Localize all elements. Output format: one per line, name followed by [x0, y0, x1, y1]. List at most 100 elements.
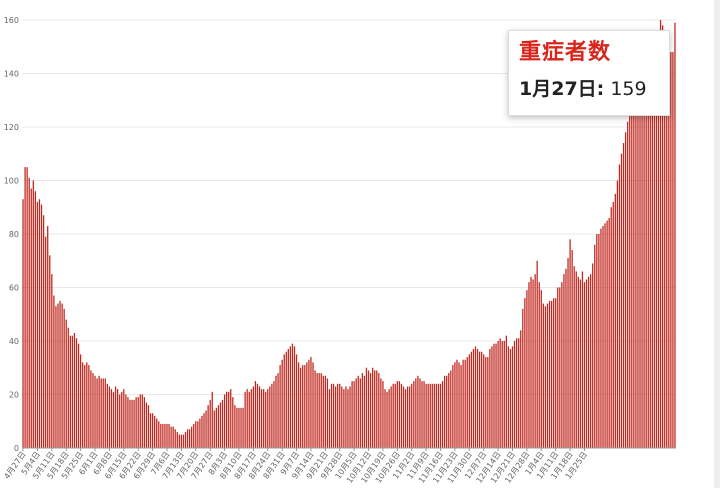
bar[interactable] [485, 357, 487, 448]
bar[interactable] [334, 386, 337, 448]
bar[interactable] [209, 399, 211, 448]
bar[interactable] [657, 36, 660, 449]
bar[interactable] [557, 287, 559, 449]
bar[interactable] [63, 308, 65, 448]
bar[interactable] [258, 386, 261, 448]
bar[interactable] [649, 57, 651, 448]
bar[interactable] [141, 394, 143, 449]
bar[interactable] [191, 426, 193, 448]
bar[interactable] [106, 383, 108, 448]
bar[interactable] [59, 300, 61, 449]
bar[interactable] [176, 431, 178, 448]
bar[interactable] [127, 397, 129, 448]
bar[interactable] [390, 386, 392, 448]
bar[interactable] [472, 349, 475, 448]
bar[interactable] [409, 386, 411, 448]
bar[interactable] [495, 343, 497, 448]
bar[interactable] [509, 349, 512, 448]
bar[interactable] [158, 421, 160, 448]
bar[interactable] [332, 383, 335, 448]
bar[interactable] [79, 354, 82, 449]
bar[interactable] [174, 429, 176, 448]
bar[interactable] [369, 373, 372, 448]
bar[interactable] [324, 375, 326, 448]
bar[interactable] [223, 394, 226, 449]
bar[interactable] [207, 405, 209, 448]
bar[interactable] [57, 303, 59, 448]
bar[interactable] [145, 402, 148, 448]
bar[interactable] [92, 373, 94, 448]
bar[interactable] [602, 225, 604, 448]
bar[interactable] [265, 391, 267, 448]
bar[interactable] [77, 343, 80, 448]
bar[interactable] [112, 391, 115, 448]
bar[interactable] [400, 383, 403, 448]
bar[interactable] [38, 199, 41, 448]
bar[interactable] [633, 100, 635, 448]
bar[interactable] [388, 389, 390, 448]
bar[interactable] [478, 351, 481, 448]
bar[interactable] [596, 234, 598, 448]
bar[interactable] [534, 274, 536, 449]
bar[interactable] [581, 271, 584, 448]
bar[interactable] [24, 167, 26, 449]
bar[interactable] [361, 373, 364, 448]
bar[interactable] [347, 389, 349, 448]
bar[interactable] [149, 413, 152, 448]
bar[interactable] [427, 383, 429, 448]
bar[interactable] [614, 193, 616, 449]
bar[interactable] [666, 46, 668, 448]
bar[interactable] [511, 346, 514, 448]
bar[interactable] [248, 391, 250, 448]
bar[interactable] [98, 375, 100, 448]
bar[interactable] [345, 386, 347, 448]
bar[interactable] [100, 378, 102, 448]
bar[interactable] [330, 383, 333, 448]
bar[interactable] [302, 365, 304, 448]
bar[interactable] [197, 421, 199, 448]
bar[interactable] [548, 300, 551, 449]
bar[interactable] [559, 287, 561, 449]
bar[interactable] [32, 180, 34, 449]
bar[interactable] [357, 375, 359, 448]
bar[interactable] [585, 279, 588, 448]
bar[interactable] [304, 365, 306, 448]
bar[interactable] [659, 20, 662, 448]
bar[interactable] [230, 389, 232, 448]
bar[interactable] [520, 330, 522, 448]
bar[interactable] [522, 308, 524, 448]
bar[interactable] [421, 381, 423, 449]
bar[interactable] [544, 306, 547, 448]
bar[interactable] [674, 22, 676, 449]
bar[interactable] [186, 429, 189, 448]
bar[interactable] [404, 389, 407, 448]
bar[interactable] [300, 367, 302, 448]
bar[interactable] [481, 351, 483, 448]
bar[interactable] [594, 244, 596, 448]
bar[interactable] [530, 276, 532, 448]
bar[interactable] [532, 279, 534, 448]
bar[interactable] [156, 418, 158, 448]
bar[interactable] [129, 399, 131, 448]
bar[interactable] [419, 378, 421, 448]
bar[interactable] [497, 341, 499, 448]
bar[interactable] [131, 399, 133, 448]
bar[interactable] [203, 413, 205, 448]
bar[interactable] [267, 389, 269, 448]
bar[interactable] [655, 41, 658, 449]
bar[interactable] [612, 201, 614, 448]
bar[interactable] [394, 383, 396, 448]
bar[interactable] [351, 381, 353, 449]
bar[interactable] [411, 383, 413, 448]
bar[interactable] [217, 405, 220, 448]
bar[interactable] [168, 423, 170, 448]
bar[interactable] [616, 180, 619, 449]
bar[interactable] [462, 359, 464, 448]
bar[interactable] [256, 383, 259, 448]
bar[interactable] [26, 167, 28, 449]
bar[interactable] [205, 410, 207, 448]
bar[interactable] [629, 110, 631, 448]
bar[interactable] [275, 375, 277, 448]
bar[interactable] [184, 431, 187, 448]
bar[interactable] [651, 52, 653, 448]
